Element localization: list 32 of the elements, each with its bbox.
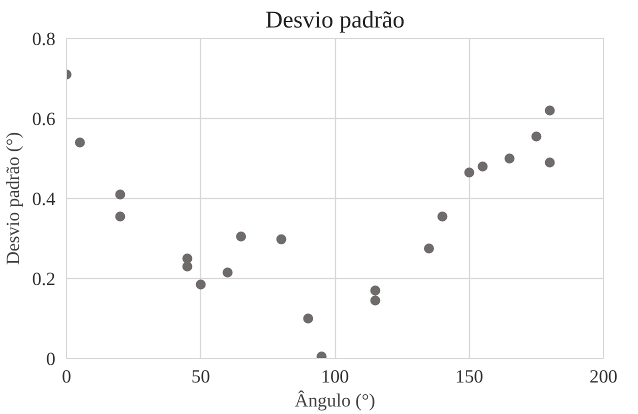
point	[504, 154, 515, 164]
chart-title: Desvio padrão	[265, 8, 405, 34]
x-axis-title: Ângulo (°)	[294, 390, 376, 412]
y-axis-title: Desvio padrão (°)	[3, 132, 24, 265]
point	[74, 138, 85, 148]
point	[182, 262, 192, 272]
point	[115, 190, 126, 200]
point	[437, 212, 448, 222]
y-tick-label: 0	[46, 349, 56, 370]
x-tick-label: 100	[321, 366, 349, 388]
point	[464, 168, 474, 178]
y-tick-label: 0.2	[32, 269, 56, 290]
y-tick-label: 0.4	[32, 189, 56, 210]
point	[478, 162, 488, 172]
point	[544, 158, 555, 168]
point	[222, 268, 233, 278]
y-tick-label: 0.8	[32, 29, 56, 50]
point	[236, 232, 246, 242]
point	[370, 296, 380, 306]
point	[303, 314, 314, 324]
x-tick-label: 0	[62, 366, 72, 388]
x-tick-label: 200	[590, 366, 618, 388]
x-tick-label: 150	[455, 366, 484, 388]
point	[531, 132, 542, 142]
point	[196, 280, 206, 290]
point	[115, 212, 126, 222]
point	[544, 106, 555, 116]
x-tick-label: 50	[191, 366, 210, 388]
point	[370, 286, 380, 296]
y-tick-label: 0.6	[32, 109, 56, 130]
point	[276, 234, 286, 244]
point	[424, 244, 434, 254]
